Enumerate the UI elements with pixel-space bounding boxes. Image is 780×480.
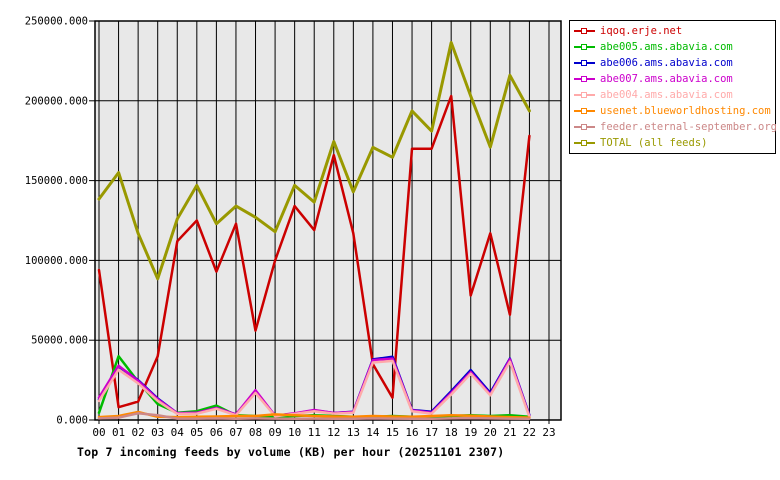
plot-border <box>94 20 562 421</box>
x-tick-label: 23 <box>542 426 555 439</box>
x-tick-label: 01 <box>112 426 125 439</box>
series-line-iqoq-erje-net <box>97 94 531 409</box>
legend-item: abe004.ams.abavia.com <box>574 87 775 103</box>
y-tick-label: 0.000 <box>56 415 88 427</box>
plot-area <box>95 21 561 420</box>
legend-label: abe004.ams.abavia.com <box>600 89 733 101</box>
y-tick-label: 150000.000 <box>25 175 88 187</box>
legend-marker-icon <box>581 28 587 34</box>
legend-line-swatch <box>574 140 595 146</box>
legend-line-swatch <box>574 44 595 50</box>
x-tick-label: 20 <box>484 426 497 439</box>
y-tick-label: 250000.000 <box>25 16 88 28</box>
x-tick-label: 13 <box>347 426 360 439</box>
x-tick-label: 14 <box>366 426 380 439</box>
legend-marker-icon <box>581 44 587 50</box>
x-tick-label: 08 <box>249 426 262 439</box>
x-tick-label: 11 <box>308 426 321 439</box>
legend-marker-icon <box>581 140 587 146</box>
legend-marker-icon <box>581 60 587 66</box>
legend-marker-icon <box>581 92 587 98</box>
x-tick-label: 17 <box>425 426 438 439</box>
y-tick-label: 50000.000 <box>31 335 88 347</box>
x-tick-label: 19 <box>464 426 477 439</box>
series-line-feeder-eternal-september-org <box>97 412 531 420</box>
x-tick-label: 18 <box>445 426 458 439</box>
legend-marker-icon <box>581 124 587 130</box>
chart-title: Top 7 incoming feeds by volume (KB) per … <box>77 445 505 459</box>
x-tick-label: 22 <box>523 426 536 439</box>
x-tick-label: 06 <box>210 426 223 439</box>
legend-line-swatch <box>574 124 595 130</box>
legend-line-swatch <box>574 28 595 34</box>
x-tick-label: 05 <box>190 426 203 439</box>
x-tick-label: 21 <box>503 426 516 439</box>
legend-marker-icon <box>581 108 587 114</box>
legend-line-swatch <box>574 92 595 98</box>
legend-label: abe006.ams.abavia.com <box>600 57 733 69</box>
legend-item: abe005.ams.abavia.com <box>574 39 775 55</box>
legend-item: TOTAL (all feeds) <box>574 135 775 151</box>
legend-label: abe005.ams.abavia.com <box>600 41 733 53</box>
legend-label: abe007.ams.abavia.com <box>600 73 733 85</box>
x-tick-label: 02 <box>132 426 145 439</box>
legend-item: abe006.ams.abavia.com <box>574 55 775 71</box>
legend-box: iqoq.erje.net abe005.ams.abavia.com abe006… <box>569 20 778 154</box>
legend-item: feeder.eternal-september.org <box>574 119 778 135</box>
series-line-abe004-ams-abavia-com <box>97 359 531 419</box>
legend-label: iqoq.erje.net <box>600 25 683 37</box>
x-tick-label: 03 <box>151 426 164 439</box>
legend-label: usenet.blueworldhosting.com <box>600 105 771 117</box>
legend-item: iqoq.erje.net <box>574 23 775 39</box>
x-tick-label: 09 <box>268 426 281 439</box>
x-tick-label: 12 <box>327 426 340 439</box>
legend-label: feeder.eternal-september.org <box>600 121 778 133</box>
x-tick-label: 15 <box>386 426 399 439</box>
x-tick-label: 16 <box>405 426 418 439</box>
x-tick-label: 00 <box>92 426 105 439</box>
series-line-total-all-feeds- <box>97 41 531 281</box>
y-tick-label: 100000.000 <box>25 255 88 267</box>
legend-line-swatch <box>574 108 595 114</box>
y-tick-label: 200000.000 <box>25 95 88 107</box>
x-tick-label: 04 <box>171 426 185 439</box>
legend-line-swatch <box>574 76 595 82</box>
legend-item: abe007.ams.abavia.com <box>574 71 775 87</box>
legend-item: usenet.blueworldhosting.com <box>574 103 775 119</box>
legend-line-swatch <box>574 60 595 66</box>
legend-label: TOTAL (all feeds) <box>600 137 708 149</box>
legend-marker-icon <box>581 76 587 82</box>
x-tick-label: 10 <box>288 426 301 439</box>
x-tick-label: 07 <box>229 426 242 439</box>
